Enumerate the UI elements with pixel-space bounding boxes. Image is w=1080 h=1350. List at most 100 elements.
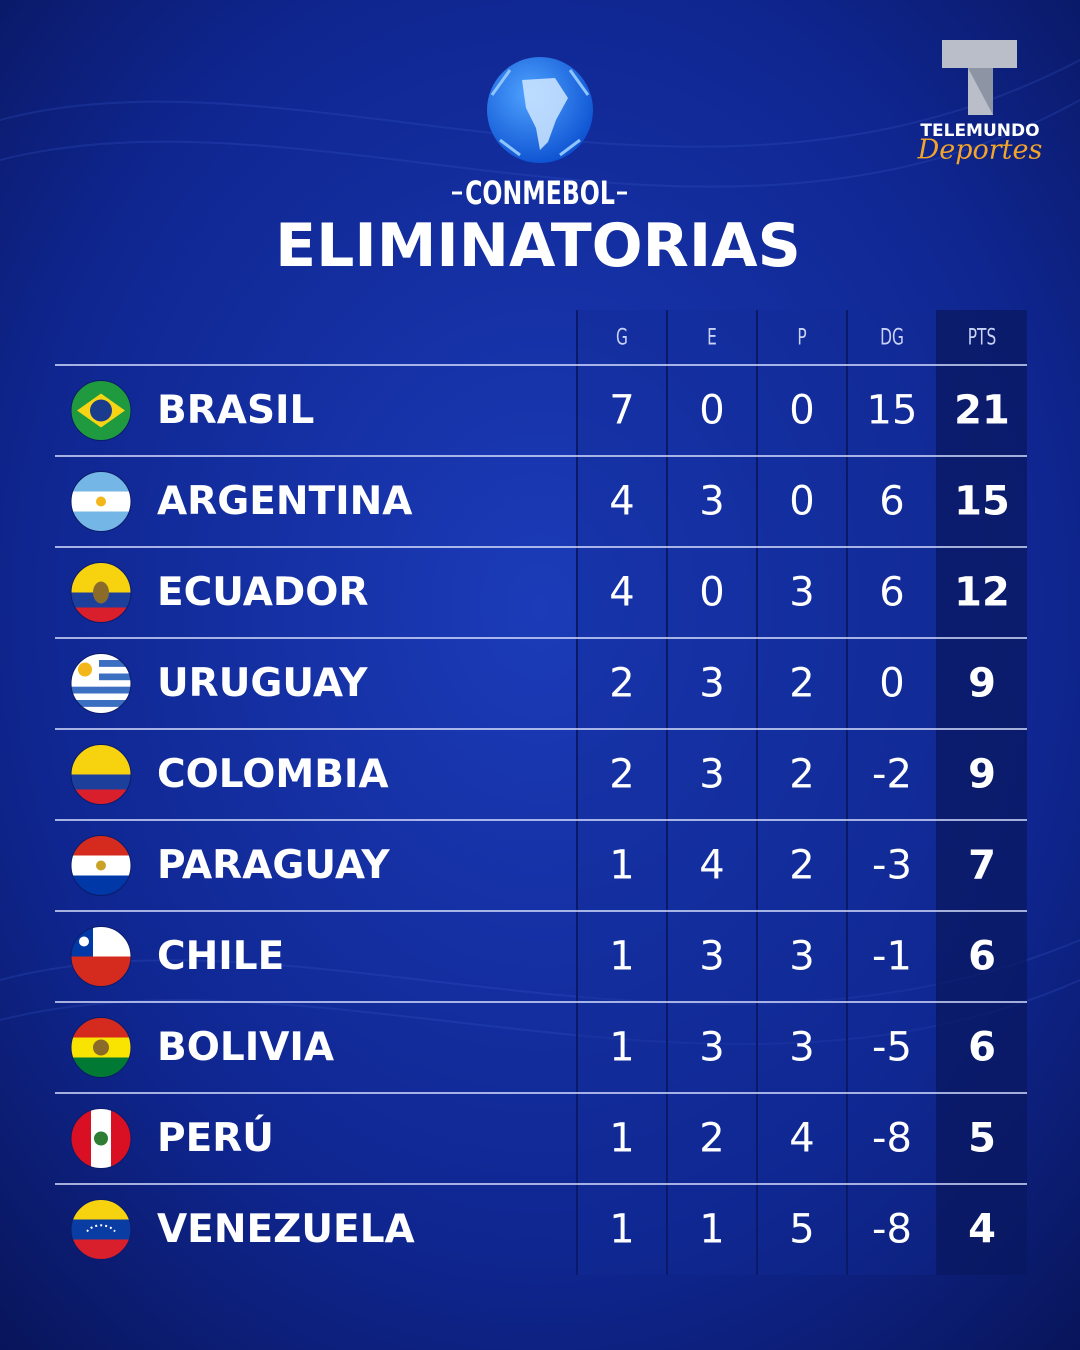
flag-sun [96,496,106,507]
stat: 3 [699,479,724,525]
stat: 1 [609,934,634,980]
stat: -8 [872,1207,912,1253]
stat: -5 [872,1025,912,1071]
flag-stripe [71,706,131,714]
conmebol-logo [487,57,593,163]
column-band [847,310,937,1275]
stat: -1 [872,934,912,980]
stat: -2 [872,752,912,798]
team-name: VENEZUELA [157,1207,415,1252]
flag-stripe [71,680,131,687]
points: 9 [968,752,996,798]
stat: 2 [699,1116,724,1162]
stat: 6 [879,479,904,525]
team-name: ECUADOR [157,570,368,615]
points: 12 [954,570,1010,616]
stat: 1 [699,1207,724,1253]
team-name: URUGUAY [157,661,368,706]
stat: 1 [609,843,634,889]
flag-rim [70,926,132,987]
stat: 2 [609,752,634,798]
flag-stripe [71,686,131,694]
stat: 3 [789,934,814,980]
flag-emblem [93,581,109,604]
points: 4 [968,1207,996,1253]
flag [71,471,131,532]
stat: 0 [699,570,724,616]
flag-rim [70,1108,132,1169]
flag-rim [70,380,132,441]
flag [71,1199,131,1260]
flag-rim [70,653,132,714]
stat: 7 [609,388,634,434]
flag-stripe [71,1219,131,1240]
stat: 5 [789,1207,814,1253]
flag-rim [70,744,132,805]
stat: 1 [609,1207,634,1253]
flag-emblem [96,860,106,871]
flag-emblem [93,1039,109,1056]
flag-stripe [71,1239,131,1260]
flag [71,653,131,714]
stat: 3 [699,661,724,707]
stat: 0 [789,479,814,525]
stat: 1 [609,1025,634,1071]
column-header: E [707,325,717,350]
team-name: ARGENTINA [157,479,412,524]
flag-rim [70,835,132,896]
flag [71,744,131,805]
stat: 15 [867,388,918,434]
stat: 2 [609,661,634,707]
flag-stripe [71,1199,131,1220]
flag-stripe [71,653,131,661]
stat: 6 [879,570,904,616]
brand: CONMEBOL [465,174,615,211]
stat: 4 [609,479,634,525]
flag-stars [86,1224,116,1233]
highlight-column [937,310,1027,1275]
column-band [577,310,667,1275]
flag-stripe [71,1057,131,1078]
stat: 4 [789,1116,814,1162]
stat: 4 [699,843,724,889]
flag-stripe [71,511,131,532]
flag [71,562,131,623]
flag-stripe [71,1017,131,1038]
points: 7 [968,843,996,889]
flag [71,1108,131,1169]
stat: 3 [699,752,724,798]
flag-stripe [71,774,131,790]
flag-rim [70,1017,132,1078]
stat: 3 [789,1025,814,1071]
stat: 3 [699,1025,724,1071]
flag-stripe [71,875,131,896]
points: 6 [968,1025,996,1071]
flag-stripe [71,835,131,856]
stat: -8 [872,1116,912,1162]
column-header: P [797,325,806,350]
flag-stripe [71,693,131,701]
network-logo [942,40,1017,115]
flag [71,1017,131,1078]
points: 15 [954,479,1010,525]
flag [71,835,131,896]
flag-stripe [71,471,131,492]
column-band [757,310,847,1275]
flag-stripe [71,673,131,681]
background-waves [0,59,1080,1046]
column-header: G [616,325,628,350]
stat: 0 [699,388,724,434]
flag-emblem [94,1131,108,1146]
team-name: BOLIVIA [157,1025,334,1070]
stat: 3 [789,570,814,616]
flag-rim [70,562,132,623]
flag-stripe [71,700,131,707]
team-name: CHILE [157,934,284,979]
stat: 0 [879,661,904,707]
flag-rim [70,471,132,532]
flag-stripe [111,1108,131,1169]
stat: 0 [789,388,814,434]
stat: 2 [789,752,814,798]
